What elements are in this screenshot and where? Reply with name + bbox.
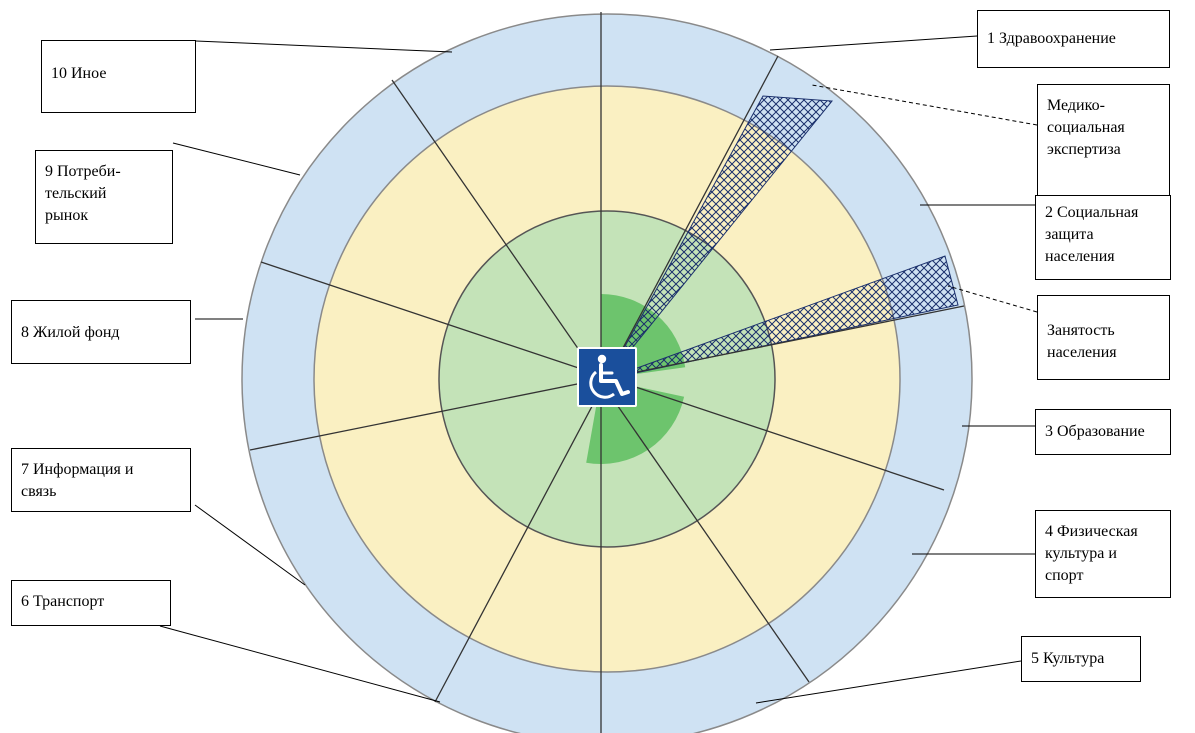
label-line: 6 Транспорт <box>21 593 105 610</box>
label-line: 5 Культура <box>1031 650 1105 667</box>
label-line: культура и <box>1045 545 1117 562</box>
leader-lines <box>159 35 1038 704</box>
label-line: населения <box>1047 344 1117 361</box>
label-line: 4 Физическая <box>1045 523 1138 540</box>
label-line: тельский <box>45 185 107 202</box>
label-health: 1 Здравоохранение <box>977 10 1170 68</box>
leader-line <box>755 660 1022 704</box>
label-line: рынок <box>45 207 89 224</box>
label-line: 2 Социальная <box>1045 204 1139 221</box>
label-line: социальная <box>1047 119 1125 136</box>
label-medical-expertise: Медико- социальная экспертиза <box>1037 84 1170 198</box>
label-line: Занятость <box>1047 322 1115 339</box>
label-line: связь <box>21 483 57 500</box>
label-line: экспертиза <box>1047 141 1121 158</box>
label-other: 10 Иное <box>41 40 196 113</box>
hatched-strip-medical-expertise <box>606 95 833 380</box>
label-education: 3 Образование <box>1035 409 1171 455</box>
leader-line <box>159 625 441 703</box>
leader-line <box>769 35 978 51</box>
label-line: 8 Жилой фонд <box>21 324 120 341</box>
label-line: 3 Образование <box>1045 423 1145 440</box>
label-consumer-market: 9 Потреби- тельский рынок <box>35 150 173 244</box>
leader-line <box>194 504 306 586</box>
label-line: защита <box>1045 226 1094 243</box>
label-line: Медико- <box>1047 97 1105 114</box>
label-sport: 4 Физическая культура и спорт <box>1035 510 1171 598</box>
label-social-protection: 2 Социальная защита населения <box>1035 195 1171 280</box>
label-employment: Занятость населения <box>1037 295 1170 380</box>
label-information: 7 Информация и связь <box>11 448 191 512</box>
leader-line <box>195 40 453 53</box>
leader-line <box>947 285 1038 313</box>
label-line: 7 Информация и <box>21 461 134 478</box>
label-line: спорт <box>1045 567 1084 584</box>
label-transport: 6 Транспорт <box>11 580 171 626</box>
leader-line <box>172 142 301 176</box>
label-housing: 8 Жилой фонд <box>11 300 191 364</box>
label-line: 9 Потреби- <box>45 163 121 180</box>
label-line: 10 Иное <box>51 65 107 82</box>
label-line: населения <box>1045 248 1115 265</box>
wheelchair-accessibility-icon <box>577 347 637 407</box>
label-line: 1 Здравоохранение <box>987 30 1116 47</box>
label-culture: 5 Культура <box>1021 636 1141 682</box>
leader-line <box>811 84 1038 126</box>
